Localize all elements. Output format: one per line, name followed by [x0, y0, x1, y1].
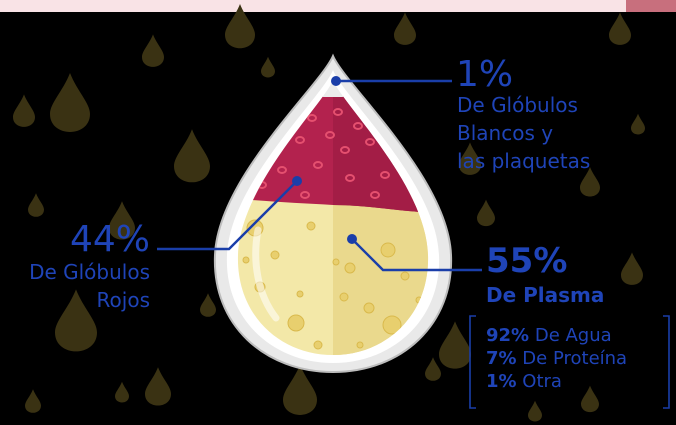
plasma-bubble	[363, 302, 375, 314]
background-drop-icon	[621, 252, 643, 285]
plasma-bubble	[313, 340, 323, 350]
red-cell-speck	[370, 191, 380, 199]
plasma-bubble	[356, 341, 364, 349]
background-drop-icon	[283, 364, 317, 415]
background-drops	[13, 4, 645, 422]
composition-label: De Proteína	[522, 348, 628, 369]
red-cell-speck	[313, 161, 323, 169]
background-drop-icon	[55, 289, 97, 352]
composition-value: 1%	[486, 371, 517, 392]
composition-bracket-left	[469, 315, 476, 409]
plasma-bubble	[287, 314, 305, 332]
background-drop-icon	[50, 73, 90, 132]
background-drop-icon	[200, 293, 216, 317]
background-drop-icon	[439, 321, 471, 369]
composition-value: 7%	[486, 348, 517, 369]
red-cell-speck	[365, 138, 375, 146]
leader-lines	[157, 79, 482, 272]
background-drop-icon	[609, 12, 631, 45]
plasma-bubble	[339, 292, 349, 302]
background-drop-icon	[145, 367, 171, 406]
composition-value: 92%	[486, 325, 530, 346]
composition-item-protein: 7% De Proteína	[486, 347, 627, 370]
red-cell-speck	[395, 124, 405, 132]
red-cell-speck	[325, 131, 335, 139]
red-cells-description: De Glóbulos Rojos	[4, 258, 150, 314]
white-cells-line-2: Blancos y	[457, 121, 554, 145]
background-drop-icon	[459, 142, 481, 175]
plasma-bubble	[242, 256, 250, 264]
white-cells-marker	[331, 76, 341, 86]
plasma-bubble	[306, 221, 316, 231]
red-cell-speck	[353, 122, 363, 130]
red-cell-speck	[300, 191, 310, 199]
plasma-bubble	[400, 271, 410, 281]
composition-label: Otra	[522, 371, 562, 392]
red-cell-speck	[307, 114, 317, 122]
plasma-bubble	[296, 290, 304, 298]
background-drop-icon	[13, 94, 35, 127]
plasma-bubble	[332, 258, 340, 266]
background-drop-icon	[25, 389, 41, 413]
background-drop-icon	[28, 193, 44, 217]
background-drop-icon	[142, 34, 164, 67]
red-cell-speck	[295, 136, 305, 144]
background-drop-icon	[581, 385, 599, 413]
composition-bracket-right	[663, 315, 670, 409]
background-drop-icon	[528, 400, 542, 422]
background-drop-icon	[394, 12, 416, 45]
red-cells-marker	[292, 176, 302, 186]
background-drop-icon	[261, 56, 275, 78]
red-cells-line-1: De Glóbulos	[29, 260, 150, 284]
background-drop-icon	[109, 201, 135, 240]
composition-item-other: 1% Otra	[486, 370, 627, 393]
red-cell-speck	[380, 171, 390, 179]
plasma-composition: 92% De Agua 7% De Proteína 1% Otra	[486, 324, 627, 393]
red-cells-line-2: Rojos	[96, 288, 150, 312]
plasma-name: De Plasma	[486, 283, 605, 307]
plasma-leader	[351, 238, 482, 272]
red-cells-leader	[157, 180, 298, 251]
background-drop-icon	[115, 381, 129, 403]
drop-highlight	[252, 226, 280, 322]
white-cells-line-1: De Glóbulos	[457, 93, 578, 117]
plasma-bubble	[382, 315, 402, 335]
top-bar	[0, 0, 676, 12]
red-cell-speck	[340, 146, 350, 154]
red-cells-percent: 44%	[70, 219, 151, 260]
red-cell-speck	[277, 166, 287, 174]
plasma-percent: 55%	[486, 241, 568, 281]
plasma-marker	[347, 234, 357, 244]
composition-item-water: 92% De Agua	[486, 324, 627, 347]
background-drop-icon	[477, 199, 495, 227]
plasma-bubble	[380, 242, 396, 258]
background-drop-icon	[174, 129, 210, 183]
plasma-bubble	[270, 250, 280, 260]
white-cells-description: De Glóbulos Blancos y las plaquetas	[457, 91, 590, 175]
background-drop-icon	[425, 357, 441, 381]
background-drop-icon	[580, 167, 600, 197]
background-drop-icon	[225, 4, 255, 49]
plasma-bubble	[344, 262, 356, 274]
top-bar-accent	[626, 0, 676, 12]
white-cells-line-3: las plaquetas	[457, 149, 591, 173]
background-drop-icon	[631, 113, 645, 135]
composition-label: De Agua	[534, 325, 612, 346]
red-cell-speck	[333, 108, 343, 116]
plasma-bubbles	[242, 219, 423, 350]
red-cell-speck	[345, 174, 355, 182]
white-cells-percent: 1%	[456, 54, 514, 95]
